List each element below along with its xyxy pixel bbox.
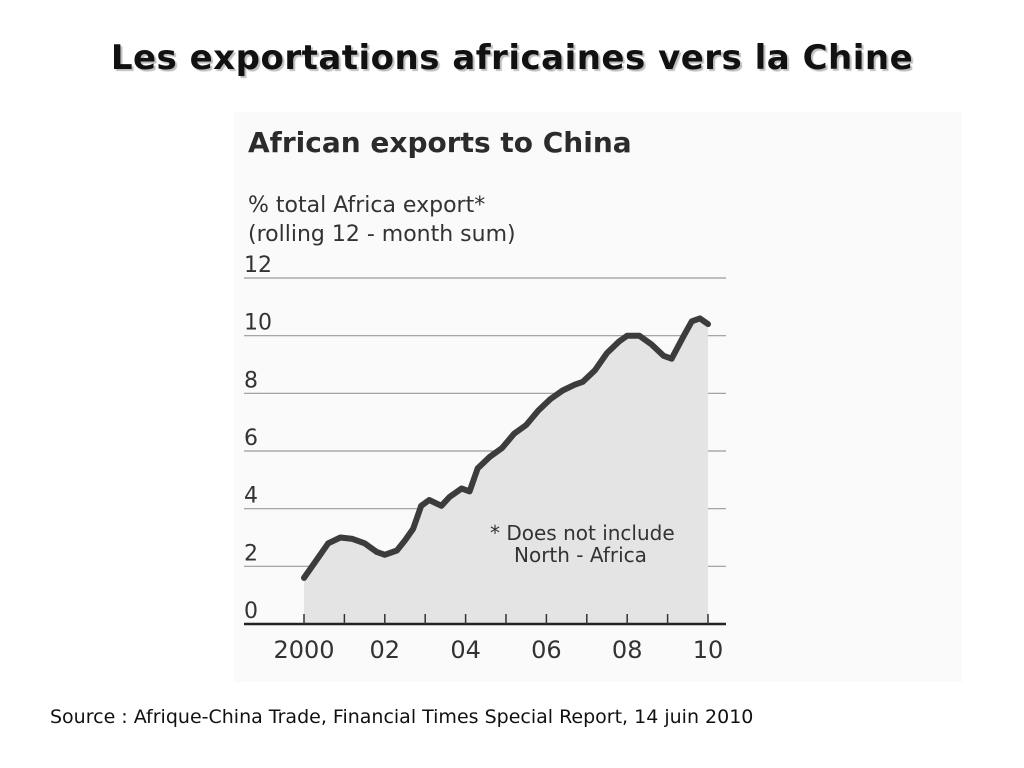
- y-tick-label: 6: [244, 426, 258, 451]
- y-axis-label-line-2: (rolling 12 - month sum): [248, 222, 516, 247]
- footnote-line-1: * Does not include: [490, 521, 675, 545]
- x-tick-label: 10: [693, 636, 724, 664]
- y-tick-label: 10: [244, 311, 272, 336]
- x-tick-label: 02: [370, 636, 401, 664]
- x-tick-label: 06: [531, 636, 562, 664]
- y-axis-label-line-1: % total Africa export*: [248, 193, 485, 218]
- x-tick-label: 08: [612, 636, 643, 664]
- series-area-fill: [304, 318, 708, 624]
- y-tick-label: 8: [244, 368, 258, 393]
- footnote-line-2: North - Africa: [514, 543, 647, 567]
- y-tick-label: 0: [244, 599, 258, 624]
- chart-panel: African exports to China % total Africa …: [234, 112, 962, 682]
- y-tick-label: 12: [244, 253, 272, 278]
- y-tick-label: 4: [244, 484, 258, 509]
- chart: African exports to China % total Africa …: [244, 126, 726, 664]
- slide-title: Les exportations africaines vers la Chin…: [110, 38, 914, 78]
- x-tick-label: 2000: [273, 636, 334, 664]
- y-tick-label: 2: [244, 541, 258, 566]
- source-citation: Source : Afrique-China Trade, Financial …: [50, 706, 754, 728]
- x-tick-label: 04: [450, 636, 481, 664]
- series-line: [301, 315, 711, 581]
- chart-title: African exports to China: [248, 126, 632, 159]
